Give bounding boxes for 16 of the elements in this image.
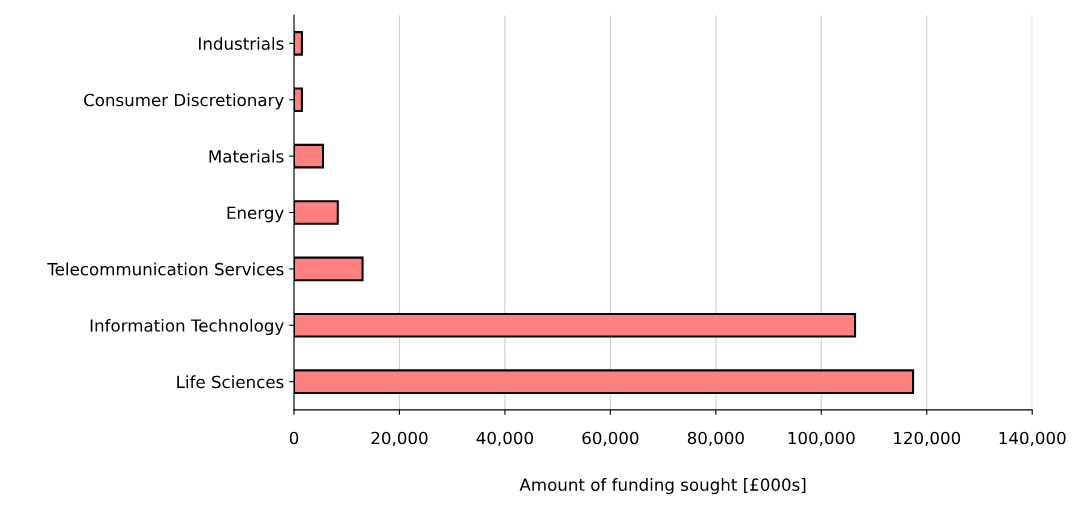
y-tick-label: Information Technology — [90, 318, 284, 336]
x-tick-label: 0 — [289, 431, 299, 445]
y-tick-label: Life Sciences — [177, 375, 284, 389]
x-tick-label: 120,000 — [894, 431, 961, 446]
y-tick-label: Energy — [227, 206, 284, 223]
y-tick-label: Materials — [209, 149, 284, 163]
y-tick-label: Industrials — [199, 37, 284, 50]
x-tick-label: 60,000 — [582, 431, 639, 446]
y-tick-label: Telecommunication Services — [47, 262, 284, 276]
x-tick-label: 80,000 — [687, 431, 744, 446]
x-tick-label: 20,000 — [371, 431, 428, 446]
x-tick-label: 40,000 — [476, 431, 533, 446]
y-tick-label: Consumer Discretionary — [84, 93, 284, 110]
x-tick-label: 100,000 — [788, 431, 855, 446]
x-tick-label: 140,000 — [999, 431, 1066, 446]
x-axis-title: Amount of funding sought [£000s] — [519, 478, 806, 495]
